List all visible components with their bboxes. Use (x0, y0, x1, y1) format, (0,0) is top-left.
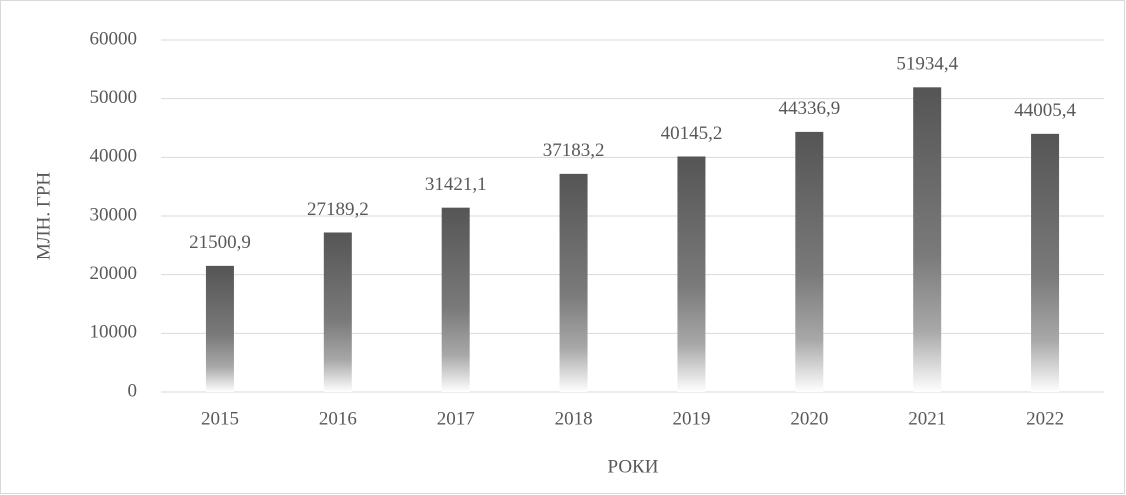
bar (323, 232, 352, 392)
data-label: 40145,2 (661, 123, 723, 144)
x-tick-label: 2022 (1026, 408, 1064, 429)
x-tick-label: 2016 (319, 408, 357, 429)
bar (205, 265, 234, 392)
x-tick-label: 2015 (201, 408, 239, 429)
y-tick-label: 50000 (90, 87, 138, 108)
data-label: 44005,4 (1014, 100, 1076, 121)
y-tick-label: 30000 (90, 204, 138, 225)
bar (795, 131, 824, 392)
data-label: 37183,2 (543, 140, 605, 161)
x-tick-label: 2019 (672, 408, 710, 429)
bar (913, 87, 942, 393)
x-axis-label: РОКИ (608, 456, 659, 477)
x-tick-label: 2018 (555, 408, 593, 429)
data-label: 44336,9 (778, 98, 840, 119)
x-tick-label: 2021 (908, 408, 946, 429)
data-label: 51934,4 (896, 54, 958, 75)
y-axis-label: МЛН. ГРН (33, 172, 54, 261)
x-tick-label: 2017 (437, 408, 475, 429)
y-tick-label: 20000 (90, 263, 138, 284)
bar (559, 173, 588, 392)
y-tick-label: 0 (128, 380, 138, 401)
data-label: 31421,1 (425, 174, 487, 195)
y-tick-label: 40000 (90, 146, 138, 167)
x-tick-label: 2020 (790, 408, 828, 429)
bar (1031, 133, 1060, 392)
y-tick-label: 10000 (90, 322, 138, 343)
data-label: 27189,2 (307, 199, 369, 220)
bar (677, 156, 706, 392)
data-label: 21500,9 (189, 232, 251, 253)
bar (441, 207, 470, 392)
y-tick-label: 60000 (90, 28, 138, 49)
